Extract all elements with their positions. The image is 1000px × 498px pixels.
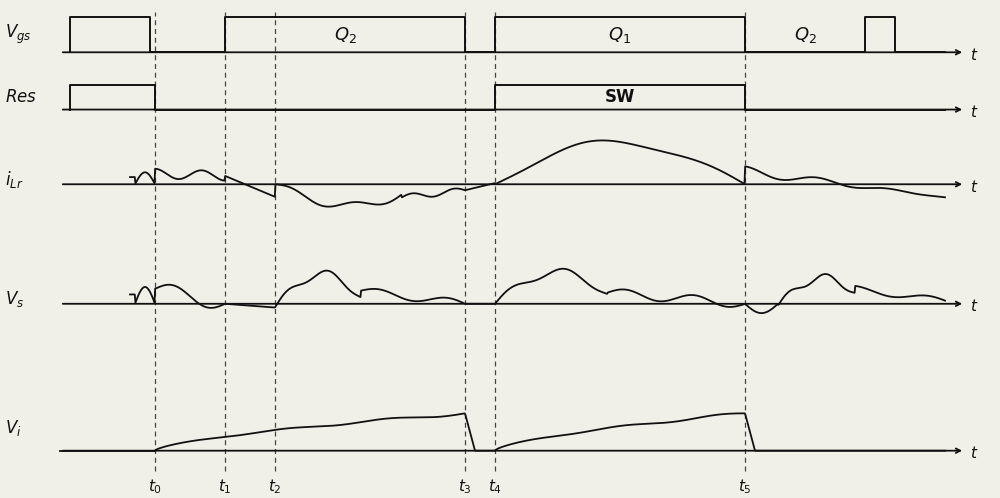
Text: $t$: $t$ xyxy=(970,445,978,461)
Text: $t$: $t$ xyxy=(970,47,978,63)
Text: $t_5$: $t_5$ xyxy=(738,478,752,497)
Text: $t$: $t$ xyxy=(970,179,978,195)
Text: SW: SW xyxy=(605,88,635,106)
Text: $t_3$: $t_3$ xyxy=(458,478,472,497)
Text: $t_2$: $t_2$ xyxy=(268,478,282,497)
Text: $Q_1$: $Q_1$ xyxy=(608,25,632,45)
Text: $t_1$: $t_1$ xyxy=(218,478,232,497)
Text: $t_0$: $t_0$ xyxy=(148,478,162,497)
Text: $V_s$: $V_s$ xyxy=(5,289,24,309)
Text: $i_{Lr}$: $i_{Lr}$ xyxy=(5,169,23,190)
Text: $V_{gs}$: $V_{gs}$ xyxy=(5,23,32,46)
Text: $Q_2$: $Q_2$ xyxy=(794,25,816,45)
Text: $Res$: $Res$ xyxy=(5,89,37,106)
Text: $Q_2$: $Q_2$ xyxy=(334,25,356,45)
Text: $t$: $t$ xyxy=(970,104,978,120)
Text: $V_i$: $V_i$ xyxy=(5,418,22,438)
Text: $t$: $t$ xyxy=(970,298,978,314)
Text: $t_4$: $t_4$ xyxy=(488,478,502,497)
